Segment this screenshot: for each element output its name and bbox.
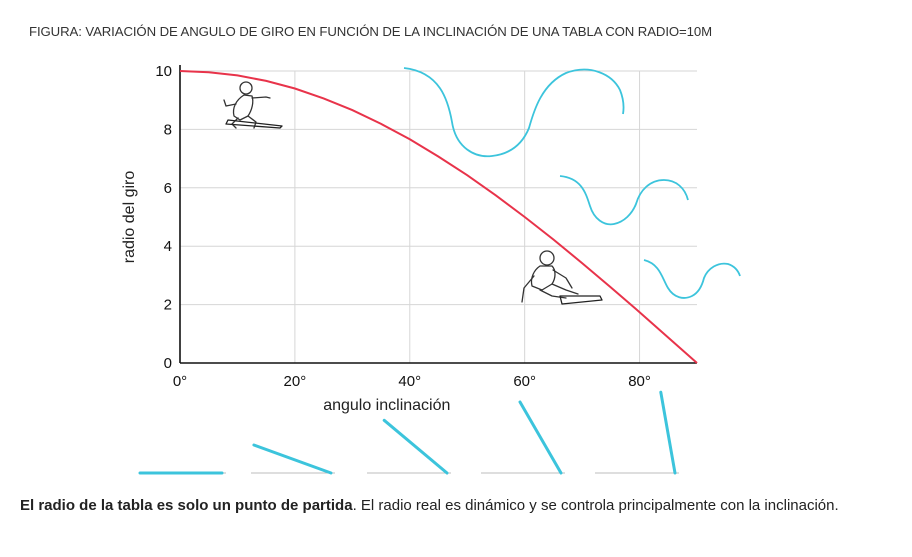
y-tick-label: 0: [164, 355, 172, 372]
snowboarder-upright: [223, 81, 283, 129]
y-tick-label: 6: [164, 180, 172, 197]
x-tick-label: 60°: [513, 373, 536, 390]
caption-bold: El radio de la tabla es solo un punto de…: [20, 497, 353, 514]
rider-body: [232, 94, 254, 121]
chart-grid: [180, 70, 697, 363]
turn-path-medium: [559, 175, 689, 226]
turn-path-large: [403, 67, 625, 158]
y-tick-label: 2: [164, 297, 172, 314]
chart-axes: [179, 65, 697, 364]
rider-arm: [521, 275, 535, 303]
board-tilt-line: [382, 418, 449, 475]
snowboarder-leaning: [521, 250, 603, 305]
board-tilt-illustrations: [138, 390, 679, 475]
rider-arm: [223, 99, 237, 107]
rider-body: [530, 265, 556, 291]
chart: 0 2 4 6 8 10 0° 20° 40° 60° 80° angulo inclinación…: [121, 63, 741, 475]
rider-arm: [552, 269, 573, 289]
figure-title: FIGURA: VARIACIÓN DE ANGULO DE GIRO EN F…: [29, 24, 713, 39]
caption: El radio de la tabla es solo un punto de…: [20, 494, 880, 517]
y-tick-label: 4: [164, 238, 172, 255]
caption-text: . El radio real es dinámico y se control…: [352, 497, 839, 514]
turn-path-illustrations: [403, 67, 741, 299]
turn-path-small: [643, 259, 741, 299]
snowboarder-illustrations: [223, 81, 603, 305]
board-tilt-line: [252, 443, 333, 475]
x-tick-label: 20°: [284, 373, 307, 390]
chart-ticks: 0 2 4 6 8 10 0° 20° 40° 60° 80°: [155, 63, 651, 390]
x-tick-label: 40°: [398, 373, 421, 390]
y-axis-label: radio del giro: [121, 171, 138, 264]
rider-arm: [251, 96, 271, 99]
board-tilt-line: [518, 400, 563, 475]
rider-head: [239, 81, 253, 95]
x-axis-label: angulo inclinación: [323, 397, 450, 414]
y-tick-label: 8: [164, 121, 172, 138]
chart-series: [179, 70, 698, 364]
rider-head: [539, 250, 555, 266]
snowboard: [225, 119, 283, 129]
radius-curve: [179, 70, 698, 364]
snowboard: [559, 295, 603, 305]
board-tilt-line: [659, 390, 677, 475]
rider-legs: [539, 283, 579, 299]
x-tick-label: 80°: [628, 373, 651, 390]
x-tick-label: 0°: [173, 373, 187, 390]
y-tick-label: 10: [155, 63, 172, 80]
